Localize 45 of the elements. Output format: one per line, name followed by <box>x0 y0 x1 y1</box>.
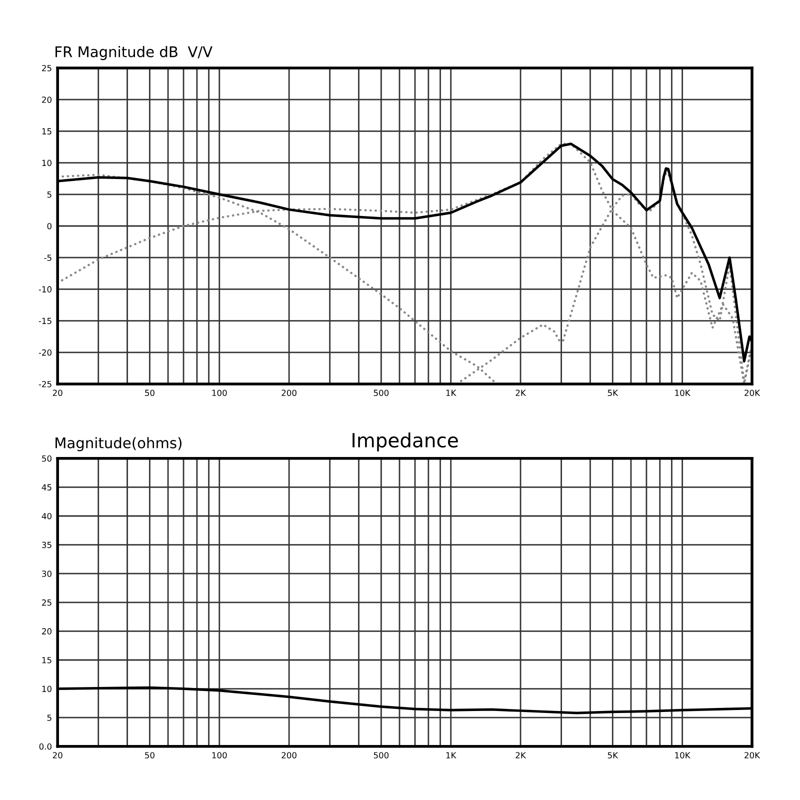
x-tick-label: 20K <box>744 390 760 396</box>
y-tick-label: 40 <box>42 512 52 520</box>
chart-title: Impedance <box>352 432 458 452</box>
y-tick-label: 5 <box>47 714 52 721</box>
y-tick-label: 15 <box>42 128 52 134</box>
y-tick-label: 20 <box>42 628 52 634</box>
y-tick-label: 0.0 <box>39 743 52 750</box>
x-tick-label: 20K <box>744 752 760 758</box>
y-axis-title: FR Magnitude dB V/V <box>56 46 212 60</box>
y-tick-label: 25 <box>42 599 52 606</box>
x-tick-label: 500 <box>374 390 389 396</box>
y-tick-label: 35 <box>42 542 52 548</box>
y-tick-label: 30 <box>42 570 52 577</box>
x-tick-label: 10K <box>675 390 691 396</box>
y-tick-label: 0 <box>47 222 52 230</box>
y-tick-label: 10 <box>42 686 52 692</box>
y-axis-title: Magnitude(ohms) <box>56 437 182 452</box>
x-tick-label: 50 <box>145 752 154 758</box>
x-tick-label: 100 <box>212 752 227 758</box>
y-tick-label: -10 <box>38 286 52 292</box>
x-tick-label: 5K <box>608 390 618 396</box>
x-tick-label: 2K <box>516 390 526 396</box>
x-tick-label: 20 <box>52 752 62 758</box>
x-tick-label: 200 <box>282 752 296 758</box>
x-tick-label: 1K <box>446 390 456 396</box>
y-tick-label: -15 <box>38 318 52 324</box>
x-tick-label: 5K <box>608 752 618 758</box>
x-tick-label: 1K <box>446 752 456 758</box>
y-tick-label: 15 <box>42 657 52 664</box>
y-tick-label: 45 <box>42 484 52 490</box>
x-tick-label: 200 <box>282 390 296 396</box>
x-tick-label: 10K <box>675 752 691 758</box>
x-tick-label: 20 <box>52 390 62 396</box>
y-tick-label: 10 <box>42 160 52 166</box>
y-tick-label: 20 <box>42 96 52 103</box>
y-tick-label: 5 <box>47 191 52 198</box>
x-tick-label: 100 <box>212 390 227 396</box>
y-tick-label: 50 <box>42 455 52 462</box>
x-tick-label: 500 <box>374 752 389 758</box>
y-tick-label: -20 <box>38 349 52 356</box>
y-tick-label: -5 <box>44 254 52 261</box>
y-tick-label: -25 <box>38 380 52 388</box>
x-tick-label: 2K <box>516 752 526 758</box>
x-tick-label: 50 <box>145 390 154 396</box>
y-tick-label: 25 <box>42 64 52 72</box>
